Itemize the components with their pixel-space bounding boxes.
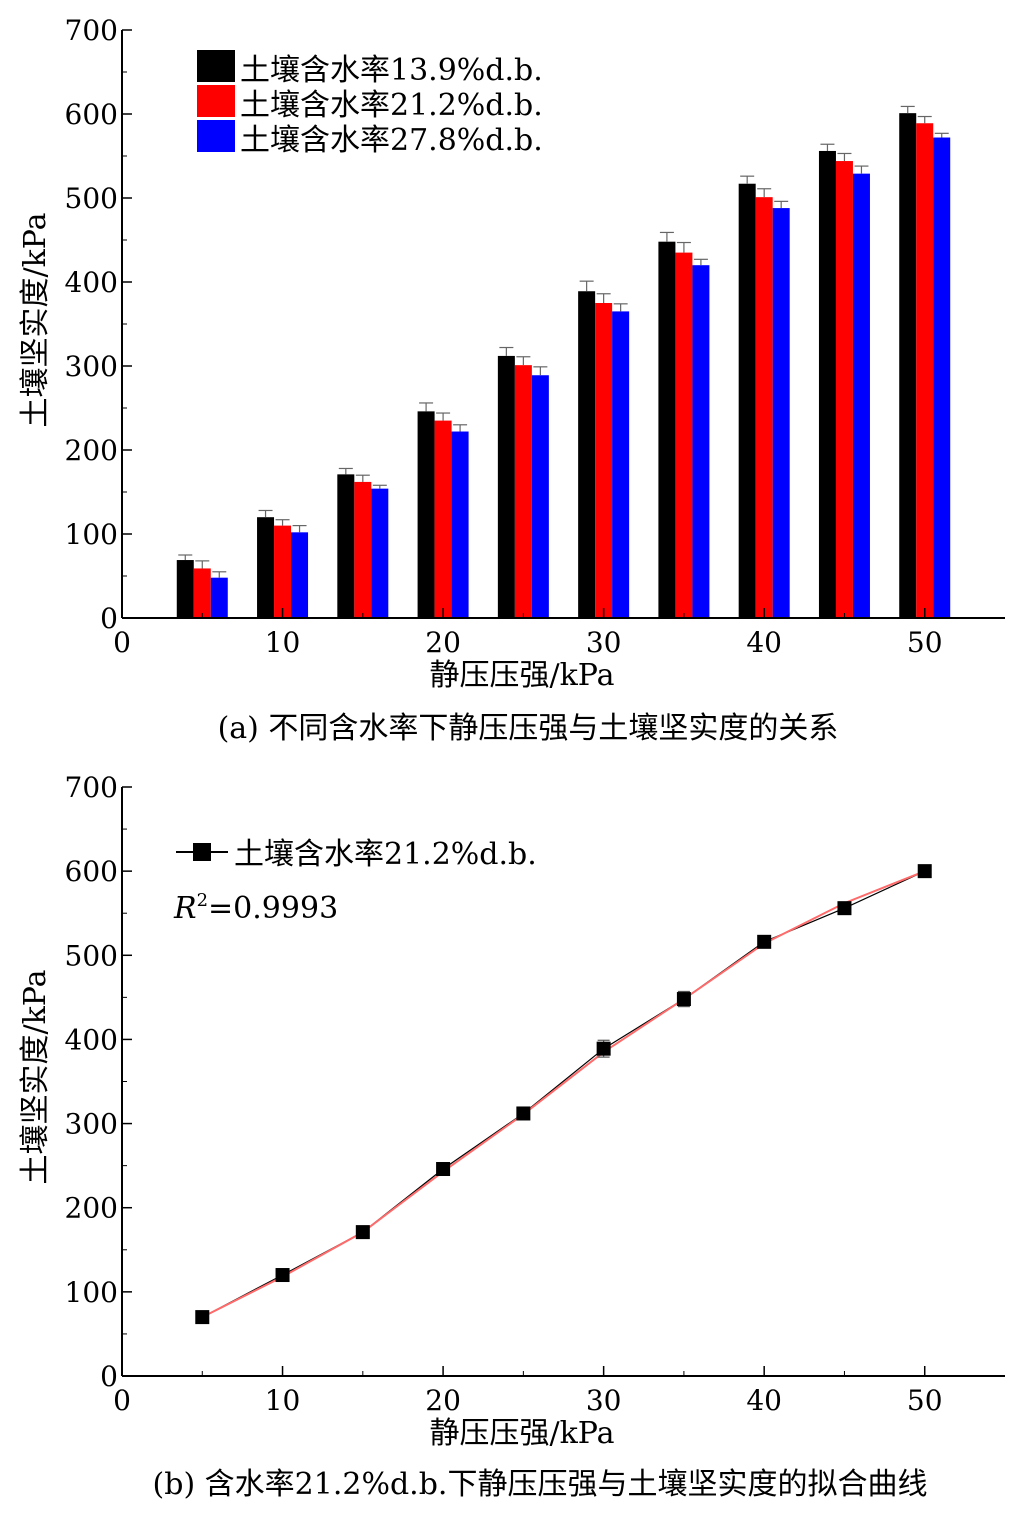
y-tick-label: 500 — [65, 939, 118, 972]
chart-b: 0 100 200 300 400 500 600 700 0 10 20 30 40 50 土壤坚实度/… — [18, 771, 1005, 1502]
x-tick-label: 20 — [425, 1384, 461, 1417]
data-point-marker — [917, 864, 932, 879]
x-tick-label: 30 — [586, 626, 622, 659]
bar-21-2 — [354, 481, 372, 618]
y-tick-label: 200 — [65, 434, 118, 467]
bar-21-2 — [595, 303, 613, 618]
bar-27-8 — [612, 311, 630, 618]
x-tick-label: 30 — [586, 1384, 622, 1417]
bar-27-8 — [933, 137, 951, 618]
chart-a-bars — [176, 105, 951, 619]
bar-13-9 — [497, 355, 515, 618]
bar-13-9 — [818, 150, 836, 618]
legend-marker-square — [193, 843, 211, 861]
bar-21-2 — [434, 420, 452, 618]
y-tick-label: 200 — [65, 1192, 118, 1225]
bar-21-2 — [755, 197, 773, 618]
data-line — [201, 870, 925, 1318]
chart-b-ticks: 0 100 200 300 400 500 600 700 0 10 20 30 40 50 — [65, 771, 943, 1417]
bar-13-9 — [658, 241, 676, 618]
legend-swatch-13-9 — [197, 50, 235, 82]
y-tick-label: 500 — [65, 182, 118, 215]
data-point-marker — [195, 1310, 210, 1325]
y-tick-label: 0 — [100, 1360, 118, 1393]
x-tick-label: 40 — [746, 626, 782, 659]
legend-label-13-9: 土壤含水率13.9%d.b. — [240, 53, 543, 88]
chart-b-caption: (b) 含水率21.2%d.b.下静压压强与土壤坚实度的拟合曲线 — [153, 1467, 928, 1502]
data-point-marker — [596, 1041, 611, 1056]
bar-13-9 — [578, 291, 596, 618]
y-tick-label: 700 — [65, 771, 118, 804]
bar-27-8 — [772, 208, 790, 618]
y-tick-label: 600 — [65, 855, 118, 888]
chart-a-x-axis-label: 静压压强/kPa — [429, 658, 614, 693]
x-tick-label: 10 — [265, 626, 301, 659]
x-tick-label: 0 — [113, 1384, 131, 1417]
bar-21-2 — [514, 365, 532, 618]
chart-b-legend-label: 土壤含水率21.2%d.b. — [234, 837, 537, 872]
x-tick-label: 50 — [907, 1384, 943, 1417]
x-tick-label: 10 — [265, 1384, 301, 1417]
bar-13-9 — [257, 517, 275, 618]
y-tick-label: 300 — [65, 1108, 118, 1141]
legend-label-21-2: 土壤含水率21.2%d.b. — [240, 88, 543, 123]
bar-27-8 — [852, 173, 870, 618]
bar-13-9 — [176, 560, 194, 618]
bar-27-8 — [451, 431, 469, 618]
bar-21-2 — [675, 252, 693, 618]
chart-b-x-axis-label: 静压压强/kPa — [429, 1416, 614, 1451]
data-point-marker — [676, 992, 691, 1007]
chart-a-caption: (a) 不同含水率下静压压强与土壤坚实度的关系 — [218, 711, 839, 746]
bar-21-2 — [193, 568, 211, 618]
y-tick-label: 300 — [65, 350, 118, 383]
x-tick-label: 20 — [425, 626, 461, 659]
chart-a: 0 100 200 300 400 500 600 700 0 10 20 30 40 50 土壤坚实度/… — [18, 14, 1005, 746]
bar-21-2 — [835, 161, 853, 619]
bar-27-8 — [692, 265, 710, 618]
y-tick-label: 100 — [65, 1276, 118, 1309]
bar-27-8 — [531, 375, 549, 618]
chart-a-legend: 土壤含水率13.9%d.b. 土壤含水率21.2%d.b. 土壤含水率27.8%… — [197, 50, 543, 158]
bar-27-8 — [210, 577, 228, 618]
y-tick-label: 600 — [65, 98, 118, 131]
bar-27-8 — [371, 488, 389, 618]
data-point-marker — [516, 1106, 531, 1121]
x-tick-label: 40 — [746, 1384, 782, 1417]
y-tick-label: 700 — [65, 14, 118, 47]
legend-swatch-21-2 — [197, 85, 235, 117]
y-tick-label: 0 — [100, 602, 118, 635]
bar-13-9 — [337, 474, 355, 618]
data-point-marker — [837, 901, 852, 916]
chart-a-ticks: 0 100 200 300 400 500 600 700 0 10 20 30 40 50 — [65, 14, 943, 659]
y-tick-label: 100 — [65, 518, 118, 551]
bar-21-2 — [274, 525, 292, 618]
chart-b-axes — [121, 786, 1005, 1377]
chart-b-y-axis-label: 土壤坚实度/kPa — [18, 969, 53, 1184]
bar-13-9 — [899, 113, 917, 618]
data-point-marker — [757, 934, 772, 949]
chart-b-legend: 土壤含水率21.2%d.b. — [176, 837, 537, 872]
chart-a-axes — [121, 29, 1005, 619]
bar-27-8 — [291, 532, 309, 618]
bar-13-9 — [738, 183, 756, 618]
legend-swatch-27-8 — [197, 120, 235, 152]
bar-21-2 — [916, 123, 934, 619]
fit-curve — [201, 870, 926, 1318]
y-tick-label: 400 — [65, 266, 118, 299]
legend-label-27-8: 土壤含水率27.8%d.b. — [240, 123, 543, 158]
data-point-marker — [355, 1225, 370, 1240]
data-point-marker — [275, 1268, 290, 1283]
chart-a-y-axis-label: 土壤坚实度/kPa — [18, 212, 53, 427]
bar-13-9 — [417, 411, 435, 618]
y-tick-label: 400 — [65, 1023, 118, 1056]
chart-b-series — [195, 864, 932, 1325]
r-squared-annotation: R2=0.9993 — [173, 890, 338, 926]
data-point-marker — [436, 1162, 451, 1177]
x-tick-label: 0 — [113, 626, 131, 659]
x-tick-label: 50 — [907, 626, 943, 659]
